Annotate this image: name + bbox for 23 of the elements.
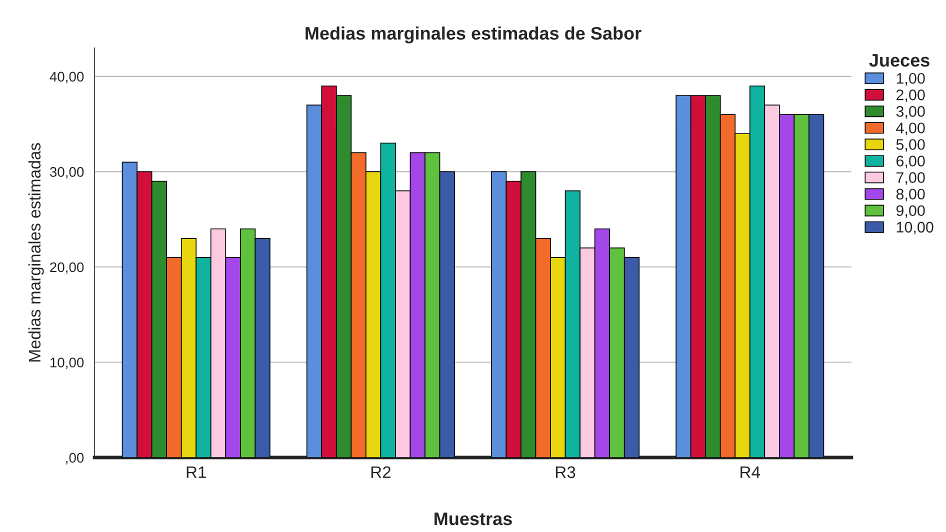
legend-label: 1,00 (896, 72, 925, 86)
x-tick-label: R2 (371, 466, 391, 478)
x-tick-label: R4 (740, 466, 760, 478)
legend-label: 6,00 (896, 156, 925, 168)
y-tick-label: 30,00 (50, 167, 84, 179)
y-tick-label: 20,00 (50, 262, 84, 274)
y-tick-label: 40,00 (50, 72, 84, 84)
legend-label: 7,00 (896, 172, 925, 185)
y-axis-title: Medias marginales estimadas (28, 143, 44, 362)
legend-label: 8,00 (896, 188, 925, 202)
legend-title: Jueces (869, 54, 930, 67)
legend-label: 10,00 (896, 222, 934, 234)
legend-label: 3,00 (896, 106, 925, 119)
legend-label: 9,00 (896, 205, 925, 218)
x-tick-label: R1 (186, 466, 206, 478)
x-axis-title: Muestras (434, 512, 512, 526)
legend-label: 2,00 (896, 89, 925, 102)
y-tick-label: ,00 (66, 452, 84, 464)
y-tick-label: 10,00 (50, 358, 84, 370)
legend-label: 4,00 (896, 122, 925, 136)
x-tick-label: R3 (556, 466, 576, 478)
chart-title: Medias marginales estimadas de Sabor (306, 26, 642, 44)
legend-label: 5,00 (896, 139, 925, 152)
